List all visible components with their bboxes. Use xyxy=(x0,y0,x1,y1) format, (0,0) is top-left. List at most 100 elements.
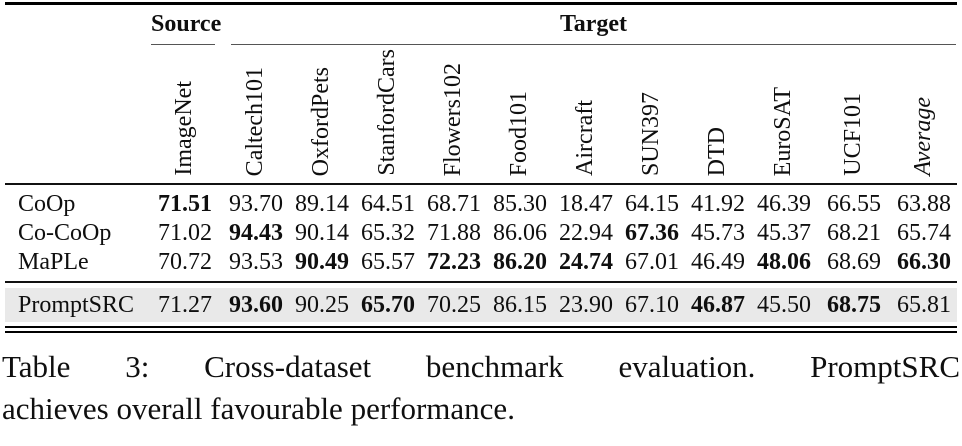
column-header-food101: Food101 xyxy=(487,45,553,183)
caption-line-2: achieves overall favourable performance. xyxy=(2,391,515,426)
value-cell: 90.25 xyxy=(295,292,349,318)
value-cell: 71.02 xyxy=(158,220,212,246)
value-cell: 45.50 xyxy=(757,292,811,318)
value-cell: 66.55 xyxy=(827,191,881,217)
value-cell: 67.36 xyxy=(625,220,679,246)
column-header-label: Food101 xyxy=(506,90,533,176)
caption-line-1: Table 3: Cross-dataset benchmark evaluat… xyxy=(2,349,960,384)
column-header-label: DTD xyxy=(704,126,731,176)
bottom-double-rule xyxy=(5,326,957,333)
column-header-label: StanfordCars xyxy=(374,49,401,176)
source-group-label: Source xyxy=(151,9,221,45)
column-header-caltech101: Caltech101 xyxy=(223,45,289,183)
column-header-label: UCF101 xyxy=(840,93,867,176)
value-cell: 18.47 xyxy=(559,191,613,217)
value-cell: 65.81 xyxy=(897,292,951,318)
header-rule-row xyxy=(5,183,957,185)
column-header-ucf101: UCF101 xyxy=(817,45,891,183)
mid-rule xyxy=(5,281,957,283)
method-column-header xyxy=(5,45,147,183)
column-header-sun397: SUN397 xyxy=(619,45,685,183)
table-body: CoOp 71.51 93.70 89.14 64.51 68.71 85.30 18.47 6… xyxy=(5,190,957,277)
column-header-average: Average xyxy=(891,45,957,183)
target-group-label: Target xyxy=(231,9,956,45)
column-header-dtd: DTD xyxy=(685,45,751,183)
value-cell: 71.51 xyxy=(158,191,212,217)
method-name: Co-CoOp xyxy=(18,220,112,246)
column-header-label: EuroSAT xyxy=(770,86,797,176)
table-row-maple: MaPLe 70.72 93.53 90.49 65.57 72.23 86.20 24.74… xyxy=(5,248,957,277)
column-header-imagenet: ImageNet xyxy=(147,45,223,183)
value-cell: 67.01 xyxy=(625,249,679,275)
target-group-header: Target xyxy=(223,5,957,45)
value-cell: 41.92 xyxy=(691,191,745,217)
value-cell: 70.25 xyxy=(427,292,481,318)
value-cell: 68.71 xyxy=(427,191,481,217)
value-cell: 65.57 xyxy=(361,249,415,275)
value-cell: 46.39 xyxy=(757,191,811,217)
rotated-header-row: ImageNet Caltech101 OxfordPets StanfordCars… xyxy=(5,45,957,183)
table-row-coop: CoOp 71.51 93.70 89.14 64.51 68.71 85.30 18.47 6… xyxy=(5,190,957,219)
column-header-label: Average xyxy=(910,97,937,176)
value-cell: 85.30 xyxy=(493,191,547,217)
source-group-header: Source xyxy=(147,5,223,45)
value-cell: 94.43 xyxy=(229,220,283,246)
value-cell: 86.20 xyxy=(493,249,547,275)
value-cell: 71.88 xyxy=(427,220,481,246)
column-header-eurosat: EuroSAT xyxy=(751,45,817,183)
results-table: Source Target ImageNet Caltech101 OxfordPe… xyxy=(5,5,957,333)
value-cell: 64.51 xyxy=(361,191,415,217)
column-header-label: Caltech101 xyxy=(242,66,269,176)
column-header-aircraft: Aircraft xyxy=(553,45,619,183)
value-cell: 65.70 xyxy=(361,292,415,318)
value-cell: 86.15 xyxy=(493,292,547,318)
value-cell: 93.60 xyxy=(229,292,283,318)
value-cell: 67.10 xyxy=(625,292,679,318)
corner-cell xyxy=(5,5,147,45)
value-cell: 86.06 xyxy=(493,220,547,246)
value-cell: 24.74 xyxy=(559,249,613,275)
value-cell: 23.90 xyxy=(559,292,613,318)
value-cell: 65.74 xyxy=(897,220,951,246)
value-cell: 46.49 xyxy=(691,249,745,275)
value-cell: 63.88 xyxy=(897,191,951,217)
value-cell: 90.49 xyxy=(295,249,349,275)
bottom-rule-section xyxy=(5,322,957,333)
value-cell: 70.72 xyxy=(158,249,212,275)
value-cell: 90.14 xyxy=(295,220,349,246)
value-cell: 66.30 xyxy=(897,249,951,275)
column-header-label: OxfordPets xyxy=(308,66,335,176)
value-cell: 22.94 xyxy=(559,220,613,246)
value-cell: 45.73 xyxy=(691,220,745,246)
value-cell: 93.70 xyxy=(229,191,283,217)
value-cell: 68.21 xyxy=(827,220,881,246)
value-cell: 65.32 xyxy=(361,220,415,246)
top-rule xyxy=(5,2,957,5)
table-row-co-coop: Co-CoOp 71.02 94.43 90.14 65.32 71.88 86.06 22.… xyxy=(5,219,957,248)
method-name: PromptSRC xyxy=(18,292,135,318)
column-header-label: SUN397 xyxy=(638,91,665,176)
value-cell: 89.14 xyxy=(295,191,349,217)
value-cell: 93.53 xyxy=(229,249,283,275)
column-header-label: Aircraft xyxy=(572,100,599,176)
value-cell: 48.06 xyxy=(757,249,811,275)
benchmark-table-figure: Source Target ImageNet Caltech101 OxfordPe… xyxy=(5,2,957,333)
method-name: MaPLe xyxy=(18,249,89,275)
value-cell: 68.75 xyxy=(827,292,881,318)
header-bottom-rule xyxy=(5,183,957,185)
highlighted-body: PromptSRC 71.27 93.60 90.25 65.70 70.25 86.15 2… xyxy=(5,288,957,322)
value-cell: 45.37 xyxy=(757,220,811,246)
value-cell: 72.23 xyxy=(427,249,481,275)
table-row-promptsrc: PromptSRC 71.27 93.60 90.25 65.70 70.25 86.15 2… xyxy=(5,288,957,322)
column-header-label: ImageNet xyxy=(171,81,198,176)
column-header-stanfordcars: StanfordCars xyxy=(355,45,421,183)
column-header-flowers102: Flowers102 xyxy=(421,45,487,183)
table-caption: Table 3: Cross-dataset benchmark evaluat… xyxy=(2,346,960,430)
group-header-row: Source Target xyxy=(5,5,957,45)
mid-rule-section xyxy=(5,277,957,288)
value-cell: 71.27 xyxy=(158,292,212,318)
column-header-oxfordpets: OxfordPets xyxy=(289,45,355,183)
method-name: CoOp xyxy=(18,191,76,217)
column-header-label: Flowers102 xyxy=(440,62,467,176)
value-cell: 64.15 xyxy=(625,191,679,217)
